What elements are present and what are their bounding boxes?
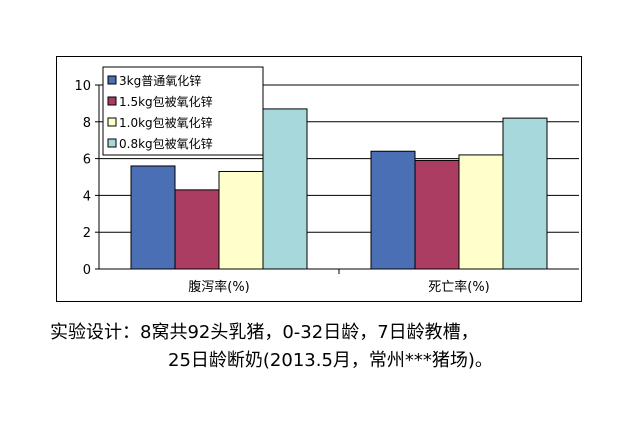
caption-line-1: 实验设计：8窝共92头乳猪，0-32日龄，7日龄教槽， [50,322,479,343]
bar-2 [414,159,460,270]
legend-swatch [107,96,117,106]
y-tick-label: 6 [83,153,91,168]
legend-swatch [107,117,117,127]
legend-box [102,66,264,156]
bar-4 [502,117,548,270]
y-tick-label: 10 [74,79,91,94]
bar-3 [458,154,504,270]
legend-label: 3kg普通氧化锌 [119,74,201,88]
legend-swatch [107,75,117,85]
y-tick-label: 8 [83,116,91,131]
caption-line-2: 25日龄断奶(2013.5月，常州***猪场)。 [168,350,493,371]
y-tick-label: 0 [83,263,91,278]
bar-4 [262,108,308,270]
y-tick-label: 4 [83,189,91,204]
y-tick-label: 2 [83,226,91,241]
legend-label: 1.0kg包被氧化锌 [119,116,213,130]
legend-label: 1.5kg包被氧化锌 [119,95,213,109]
chart-frame: 0 2 4 6 8 10 腹泻率(%) 死亡率(%) 3kg普通氧化锌 1.5kg包被氧化锌 1.0… [56,56,582,302]
bar-2 [174,189,220,270]
bar-chart: 0 2 4 6 8 10 腹泻率(%) 死亡率(%) 3kg普通氧化锌 1.5kg包被氧化锌 1.0… [74,66,579,295]
x-tick-label: 死亡率(%) [428,279,490,295]
legend-swatch [107,138,117,148]
legend-label: 0.8kg包被氧化锌 [119,137,213,151]
bar-3 [218,170,264,270]
bar-1 [370,150,416,270]
bar-1 [130,165,176,270]
x-tick-label: 腹泻率(%) [188,279,250,295]
